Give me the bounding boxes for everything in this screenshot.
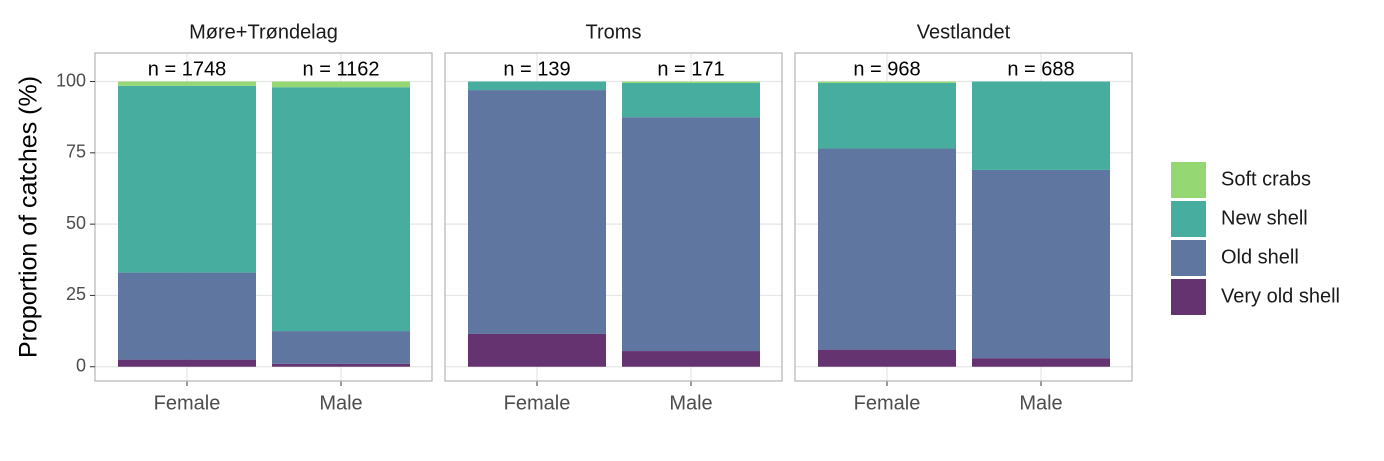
facet-title: Møre+Trøndelag xyxy=(189,21,338,43)
y-tick-label: 0 xyxy=(76,355,86,375)
legend-key xyxy=(1171,201,1206,237)
bar-segment xyxy=(468,90,607,334)
legend-key xyxy=(1171,279,1206,315)
legend-key xyxy=(1171,162,1206,198)
bar-segment xyxy=(818,82,957,149)
bar-annotation: n = 688 xyxy=(1007,58,1074,80)
facet-title: Vestlandet xyxy=(917,21,1011,43)
facet-title: Troms xyxy=(586,21,642,43)
legend-label: New shell xyxy=(1221,207,1308,229)
bar-segment xyxy=(622,117,761,352)
panel-border xyxy=(94,52,433,382)
y-tick-label: 25 xyxy=(66,284,86,304)
y-tick-label: 50 xyxy=(66,213,86,233)
bar-segment xyxy=(118,272,257,360)
panel-border xyxy=(444,52,783,382)
bar-annotation: n = 139 xyxy=(503,58,570,80)
legend-label: Soft crabs xyxy=(1221,168,1311,190)
legend-label: Old shell xyxy=(1221,246,1299,268)
bar-segment xyxy=(118,85,257,273)
x-tick-label: Male xyxy=(319,392,362,414)
x-tick-label: Male xyxy=(669,392,712,414)
x-tick-label: Female xyxy=(504,392,571,414)
x-tick-label: Female xyxy=(154,392,221,414)
bar-annotation: n = 171 xyxy=(657,58,724,80)
legend-label: Very old shell xyxy=(1221,285,1340,307)
bar-annotation: n = 1748 xyxy=(148,58,226,80)
panel-border xyxy=(794,52,1133,382)
bar-segment xyxy=(818,349,957,367)
bar-segment xyxy=(272,81,411,88)
bar-segment xyxy=(818,81,957,83)
bar-segment xyxy=(622,351,761,367)
x-tick-label: Male xyxy=(1019,392,1062,414)
bar-segment xyxy=(272,331,411,364)
bar-annotation: n = 1162 xyxy=(303,58,380,80)
bar-segment xyxy=(272,363,411,367)
y-tick-label: 75 xyxy=(66,142,86,162)
bar-segment xyxy=(622,82,761,118)
bar-segment xyxy=(818,148,957,350)
x-tick-label: Female xyxy=(854,392,921,414)
legend-key xyxy=(1171,240,1206,276)
bar-segment xyxy=(272,87,411,332)
bar-segment xyxy=(972,169,1111,359)
y-axis-label: Proportion of catches (%) xyxy=(15,76,43,358)
bar-segment xyxy=(622,81,761,83)
bar-segment xyxy=(118,359,257,367)
y-tick-label: 100 xyxy=(56,70,86,90)
bar-segment xyxy=(468,81,607,91)
bar-segment xyxy=(972,81,1111,170)
bar-annotation: n = 968 xyxy=(853,58,920,80)
bar-segment xyxy=(118,81,257,86)
bar-segment xyxy=(468,333,607,367)
bar-segment xyxy=(972,358,1111,367)
